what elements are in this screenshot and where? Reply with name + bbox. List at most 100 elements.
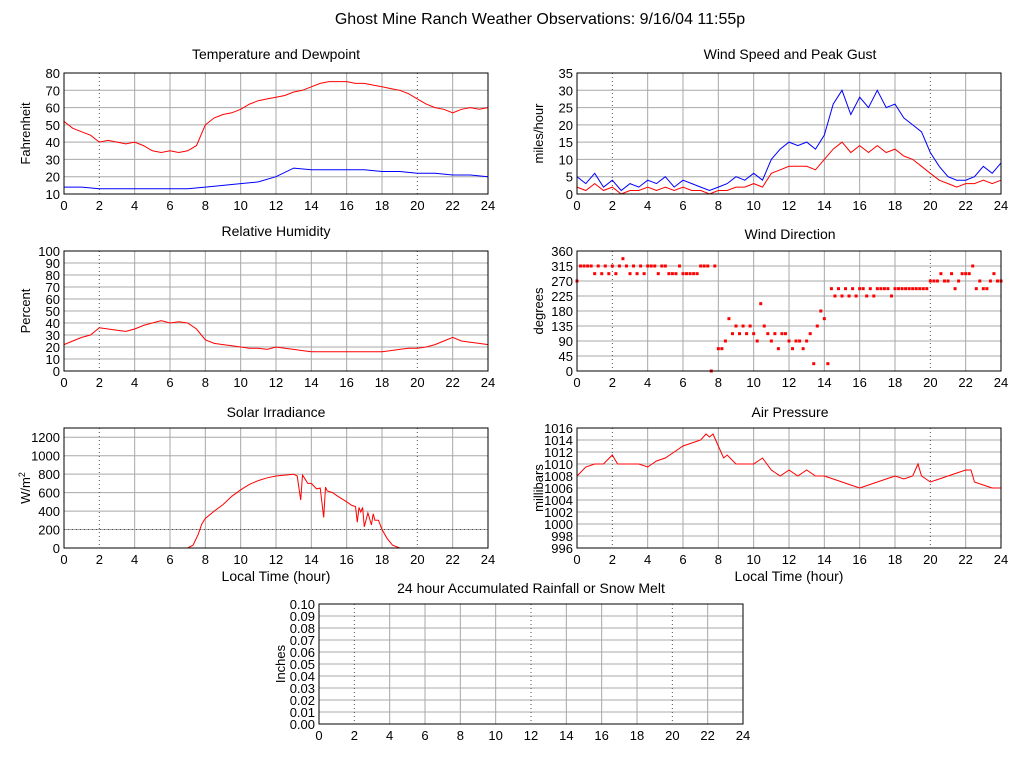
data-point: [946, 279, 950, 283]
y-tick-label: 225: [551, 289, 573, 304]
x-tick-label: 18: [888, 375, 902, 390]
data-point: [798, 339, 802, 343]
data-point: [925, 287, 929, 291]
y-tick-label: 1004: [544, 493, 573, 508]
data-point: [773, 332, 777, 336]
y-axis-label: Percent: [18, 288, 33, 333]
x-tick-label: 14: [304, 198, 318, 213]
data-point: [794, 339, 798, 343]
y-tick-label: 30: [46, 328, 60, 343]
x-tick-label: 2: [96, 375, 103, 390]
y-axis-label: miles/hour: [531, 103, 546, 164]
x-tick-label: 10: [746, 552, 760, 567]
data-point: [918, 287, 922, 291]
data-point: [787, 339, 791, 343]
data-point: [808, 332, 812, 336]
data-point: [783, 332, 787, 336]
data-point: [886, 287, 890, 291]
y-tick-label: 0.08: [290, 621, 315, 636]
data-point: [720, 347, 724, 351]
x-tick-label: 12: [782, 552, 796, 567]
data-point: [706, 264, 710, 268]
x-tick-label: 6: [166, 198, 173, 213]
data-point: [858, 287, 862, 291]
y-axis-label-superscript: 2: [17, 472, 27, 477]
x-tick-label: 24: [481, 198, 495, 213]
data-point: [844, 287, 848, 291]
series-line-2: [64, 167, 489, 190]
data-point: [752, 332, 756, 336]
data-point: [872, 294, 876, 298]
x-tick-label: 6: [421, 728, 428, 743]
y-tick-label: 0: [53, 364, 60, 379]
y-tick-label: 270: [551, 274, 573, 289]
data-point: [649, 264, 653, 268]
data-point: [600, 272, 604, 276]
x-tick-label: 14: [817, 552, 831, 567]
data-point: [805, 339, 809, 343]
y-tick-label: 180: [551, 304, 573, 319]
y-tick-label: 0.06: [290, 645, 315, 660]
y-tick-label: 20: [559, 118, 573, 133]
x-tick-label: 22: [958, 375, 972, 390]
x-tick-label: 10: [746, 198, 760, 213]
data-point: [734, 324, 738, 328]
y-tick-label: 10: [46, 352, 60, 367]
data-point: [928, 279, 932, 283]
x-tick-label: 12: [269, 198, 283, 213]
y-tick-label: 400: [38, 504, 60, 519]
data-point: [992, 272, 996, 276]
y-tick-label: 70: [46, 83, 60, 98]
y-tick-label: 1012: [544, 445, 573, 460]
data-point: [791, 347, 795, 351]
x-tick-label: 18: [375, 198, 389, 213]
y-tick-label: 80: [46, 66, 60, 81]
x-tick-label: 22: [445, 552, 459, 567]
data-point: [656, 272, 660, 276]
data-point: [692, 272, 696, 276]
y-tick-label: 1002: [544, 505, 573, 520]
plot-frame: [576, 250, 1002, 372]
data-point: [780, 332, 784, 336]
x-tick-label: 8: [457, 728, 464, 743]
data-point: [723, 339, 727, 343]
data-point: [960, 272, 964, 276]
y-tick-label: 1008: [544, 469, 573, 484]
x-tick-label: 20: [410, 552, 424, 567]
data-point: [950, 272, 954, 276]
x-tick-label: 24: [994, 375, 1008, 390]
x-tick-label: 0: [573, 375, 580, 390]
data-point: [624, 264, 628, 268]
x-tick-label: 22: [445, 198, 459, 213]
data-point: [995, 279, 999, 283]
data-point: [815, 324, 819, 328]
y-tick-label: 15: [559, 135, 573, 150]
x-tick-label: 0: [315, 728, 322, 743]
x-tick-label: 8: [202, 552, 209, 567]
data-point: [596, 264, 600, 268]
data-point: [621, 257, 625, 261]
data-point: [653, 264, 657, 268]
data-point: [702, 264, 706, 268]
x-tick-label: 16: [852, 375, 866, 390]
x-tick-label: 6: [679, 552, 686, 567]
x-tick-label: 0: [60, 198, 67, 213]
x-tick-label: 2: [609, 552, 616, 567]
y-tick-label: 0.07: [290, 633, 315, 648]
data-point: [593, 272, 597, 276]
data-point: [766, 332, 770, 336]
y-tick-label: 40: [46, 135, 60, 150]
chart-title: Wind Direction: [744, 226, 835, 242]
x-tick-label: 10: [746, 375, 760, 390]
data-point: [727, 317, 731, 321]
data-point: [974, 287, 978, 291]
data-point: [868, 287, 872, 291]
y-tick-label: 1016: [544, 421, 573, 436]
x-tick-label: 24: [994, 552, 1008, 567]
data-point: [935, 279, 939, 283]
x-tick-label: 24: [736, 728, 750, 743]
data-point: [879, 287, 883, 291]
series-line-1: [64, 473, 488, 549]
y-tick-label: 0.00: [290, 717, 315, 732]
data-point: [911, 287, 915, 291]
